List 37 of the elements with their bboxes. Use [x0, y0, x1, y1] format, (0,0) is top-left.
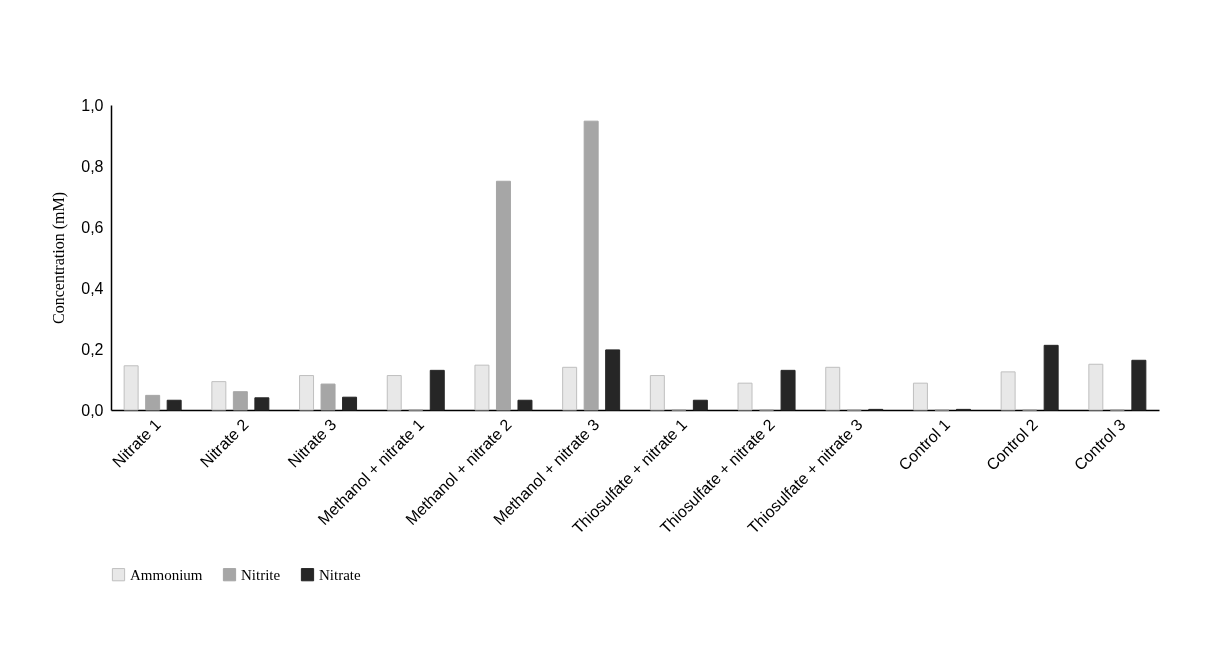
bar	[737, 382, 753, 411]
bar	[386, 375, 402, 411]
bar	[1088, 363, 1104, 411]
bar	[474, 364, 490, 411]
bar	[123, 365, 139, 411]
bar	[605, 349, 621, 411]
bar	[495, 180, 511, 411]
bar	[825, 366, 841, 411]
bar	[1131, 359, 1147, 411]
bar	[211, 381, 227, 411]
bar	[1000, 371, 1016, 411]
bar	[562, 366, 578, 411]
y-tick-label: 0,2	[81, 340, 104, 358]
bar	[517, 399, 533, 411]
y-tick-label: 1,0	[81, 96, 104, 114]
y-tick-label: 0,6	[81, 218, 104, 236]
bar	[145, 394, 161, 411]
bar	[1043, 344, 1059, 411]
bar	[780, 369, 796, 411]
bar	[166, 399, 182, 411]
bar	[254, 397, 270, 411]
bar	[692, 399, 708, 411]
bar	[232, 391, 248, 411]
y-tick-label: 0,8	[81, 157, 104, 175]
bar	[320, 383, 336, 411]
bar	[649, 375, 665, 411]
y-tick-label: 0,0	[81, 401, 104, 419]
bar	[299, 375, 315, 411]
legend-label: Nitrate	[319, 566, 361, 583]
y-axis-title: Concentration (mM)	[50, 192, 69, 324]
bar	[429, 369, 445, 411]
bar	[342, 396, 358, 411]
legend-label: Ammonium	[130, 566, 203, 583]
bar	[583, 120, 599, 411]
y-tick-label: 0,4	[81, 279, 104, 297]
legend-label: Nitrite	[241, 566, 281, 583]
bar	[912, 382, 928, 411]
